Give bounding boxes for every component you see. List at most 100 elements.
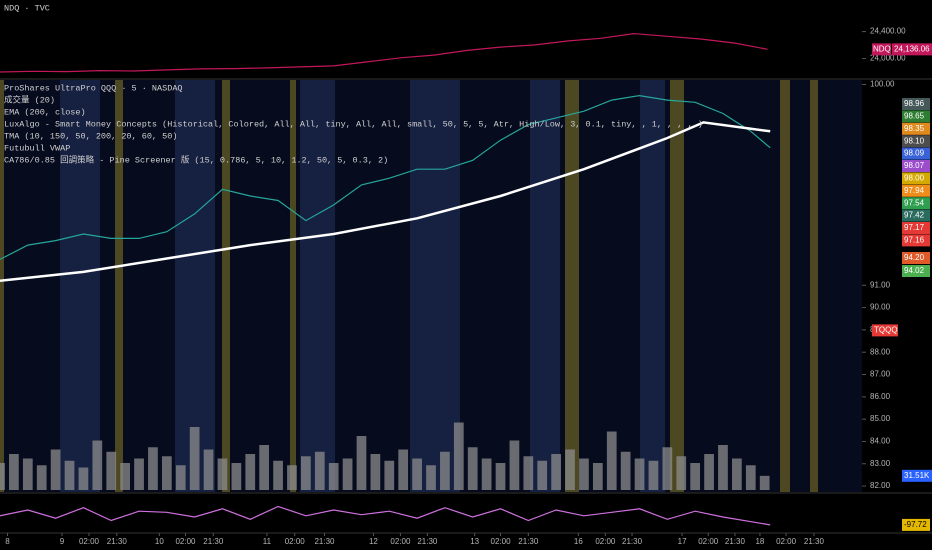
- volume-bar: [467, 447, 478, 490]
- volume-bar: [453, 422, 464, 490]
- volume-bar: [50, 449, 61, 490]
- price-label: 97.17: [904, 223, 925, 232]
- price-label: 97.54: [904, 198, 925, 207]
- volume-bar: [509, 440, 520, 490]
- price-label: 97.16: [904, 236, 925, 245]
- symbol-badge: [872, 324, 898, 337]
- main-title: ProShares UltraPro QQQ · 5 · NASDAQ: [4, 83, 183, 93]
- volume-badge: [902, 469, 932, 482]
- price-label-bg: [902, 110, 930, 123]
- volume-bar: [426, 465, 436, 490]
- series-line: [0, 121, 771, 283]
- indicator-label: TMA (10, 150, 50, 200, 20, 60, 50): [4, 131, 177, 141]
- price-label: 97.42: [904, 211, 925, 220]
- y-tick-label: 87.00: [870, 370, 891, 379]
- y-tick-label: 88.00: [870, 347, 891, 356]
- price-label-bg: [902, 197, 930, 210]
- indicator-label: LuxAlgo - Smart Money Concepts (Historic…: [4, 119, 703, 129]
- volume-bar: [662, 447, 673, 490]
- x-tick-label: 02:00: [79, 537, 100, 546]
- volume-bar: [704, 454, 714, 490]
- volume-bar: [245, 454, 256, 490]
- indicator-label: CA786/0.85 回調策略 - Pine Screener 版 (15, 0…: [4, 154, 388, 165]
- volume-bar: [287, 465, 297, 490]
- price-badge: [892, 43, 932, 56]
- volume-bar: [732, 458, 742, 490]
- volume-bar: [273, 460, 283, 490]
- price-label-bg: [902, 252, 930, 264]
- x-tick-label: 16: [574, 537, 583, 546]
- x-tick-label: 18: [755, 537, 764, 546]
- price-label: 97.94: [904, 186, 925, 195]
- series-line: [0, 32, 768, 73]
- price-label-bg: [902, 98, 930, 110]
- price-label-bg: [902, 135, 930, 148]
- volume-bar: [217, 458, 228, 490]
- volume-bar: [148, 447, 158, 490]
- x-tick-label: 10: [155, 537, 164, 546]
- price-label-bg: [902, 234, 930, 247]
- price-label: 98.65: [904, 112, 925, 121]
- osc-badge: [902, 518, 930, 531]
- volume-bar: [175, 465, 186, 490]
- price-label-bg: [902, 209, 930, 222]
- y-tick-label: 24,400.00: [870, 27, 906, 36]
- price-label: 94.02: [904, 266, 925, 275]
- price-label-bg: [902, 265, 930, 277]
- x-tick-label: 21:30: [314, 537, 335, 546]
- price-label-bg: [902, 147, 930, 160]
- price-label-bg: [902, 160, 930, 172]
- x-tick-label: 21:30: [725, 537, 746, 546]
- volume-bar: [620, 451, 631, 490]
- volume-bar: [495, 463, 506, 490]
- volume-bar: [78, 467, 89, 490]
- x-tick-label: 12: [369, 537, 378, 546]
- volume-badge-label: 31.51K: [904, 471, 930, 480]
- volume-bar: [231, 463, 242, 490]
- volume-bar: [92, 440, 103, 490]
- volume-bar: [0, 463, 5, 490]
- volume-bar: [676, 456, 687, 490]
- volume-bar: [759, 475, 770, 490]
- x-tick-label: 02:00: [698, 537, 719, 546]
- volume-bar: [22, 458, 33, 490]
- y-tick-label: 86.00: [870, 392, 891, 401]
- price-badge-label: 24,136.06: [894, 44, 930, 53]
- volume-bar: [648, 460, 659, 490]
- x-tick-label: 9: [60, 537, 65, 546]
- volume-bar: [606, 431, 617, 490]
- session-bands: [60, 80, 665, 492]
- volume-bar: [551, 454, 561, 490]
- price-label: 94.20: [904, 253, 925, 262]
- x-tick-label: 02:00: [390, 537, 411, 546]
- x-tick-label: 02:00: [595, 537, 616, 546]
- volume-bar: [314, 451, 325, 490]
- volume-bar: [690, 463, 701, 490]
- volume-bar: [592, 463, 603, 490]
- volume-bar: [328, 463, 339, 490]
- volume-bar: [36, 465, 47, 490]
- x-tick-label: 17: [678, 537, 687, 546]
- series-line: [0, 505, 771, 526]
- highlight-bands: [0, 80, 818, 492]
- y-tick-label: 24,000.00: [870, 54, 906, 63]
- x-tick-label: 21:30: [203, 537, 224, 546]
- price-label: 98.96: [904, 99, 925, 108]
- y-tick-label: 83.00: [870, 459, 891, 468]
- x-tick-label: 21:30: [107, 537, 128, 546]
- volume-bar: [64, 460, 75, 490]
- price-label-bg: [902, 122, 930, 135]
- x-tick-label: 21:30: [804, 537, 825, 546]
- volume-bar: [120, 463, 130, 490]
- y-tick-label: 100.00: [870, 80, 895, 89]
- x-tick-label: 02:00: [175, 537, 196, 546]
- volume-bar: [412, 458, 422, 490]
- price-label-bg: [902, 172, 930, 185]
- x-tick-label: 21:30: [417, 537, 438, 546]
- x-tick-label: 21:30: [622, 537, 643, 546]
- volume-bar: [634, 458, 645, 490]
- volume-bar: [9, 454, 19, 490]
- volume-bar: [398, 449, 409, 490]
- price-label: 98.07: [904, 161, 925, 170]
